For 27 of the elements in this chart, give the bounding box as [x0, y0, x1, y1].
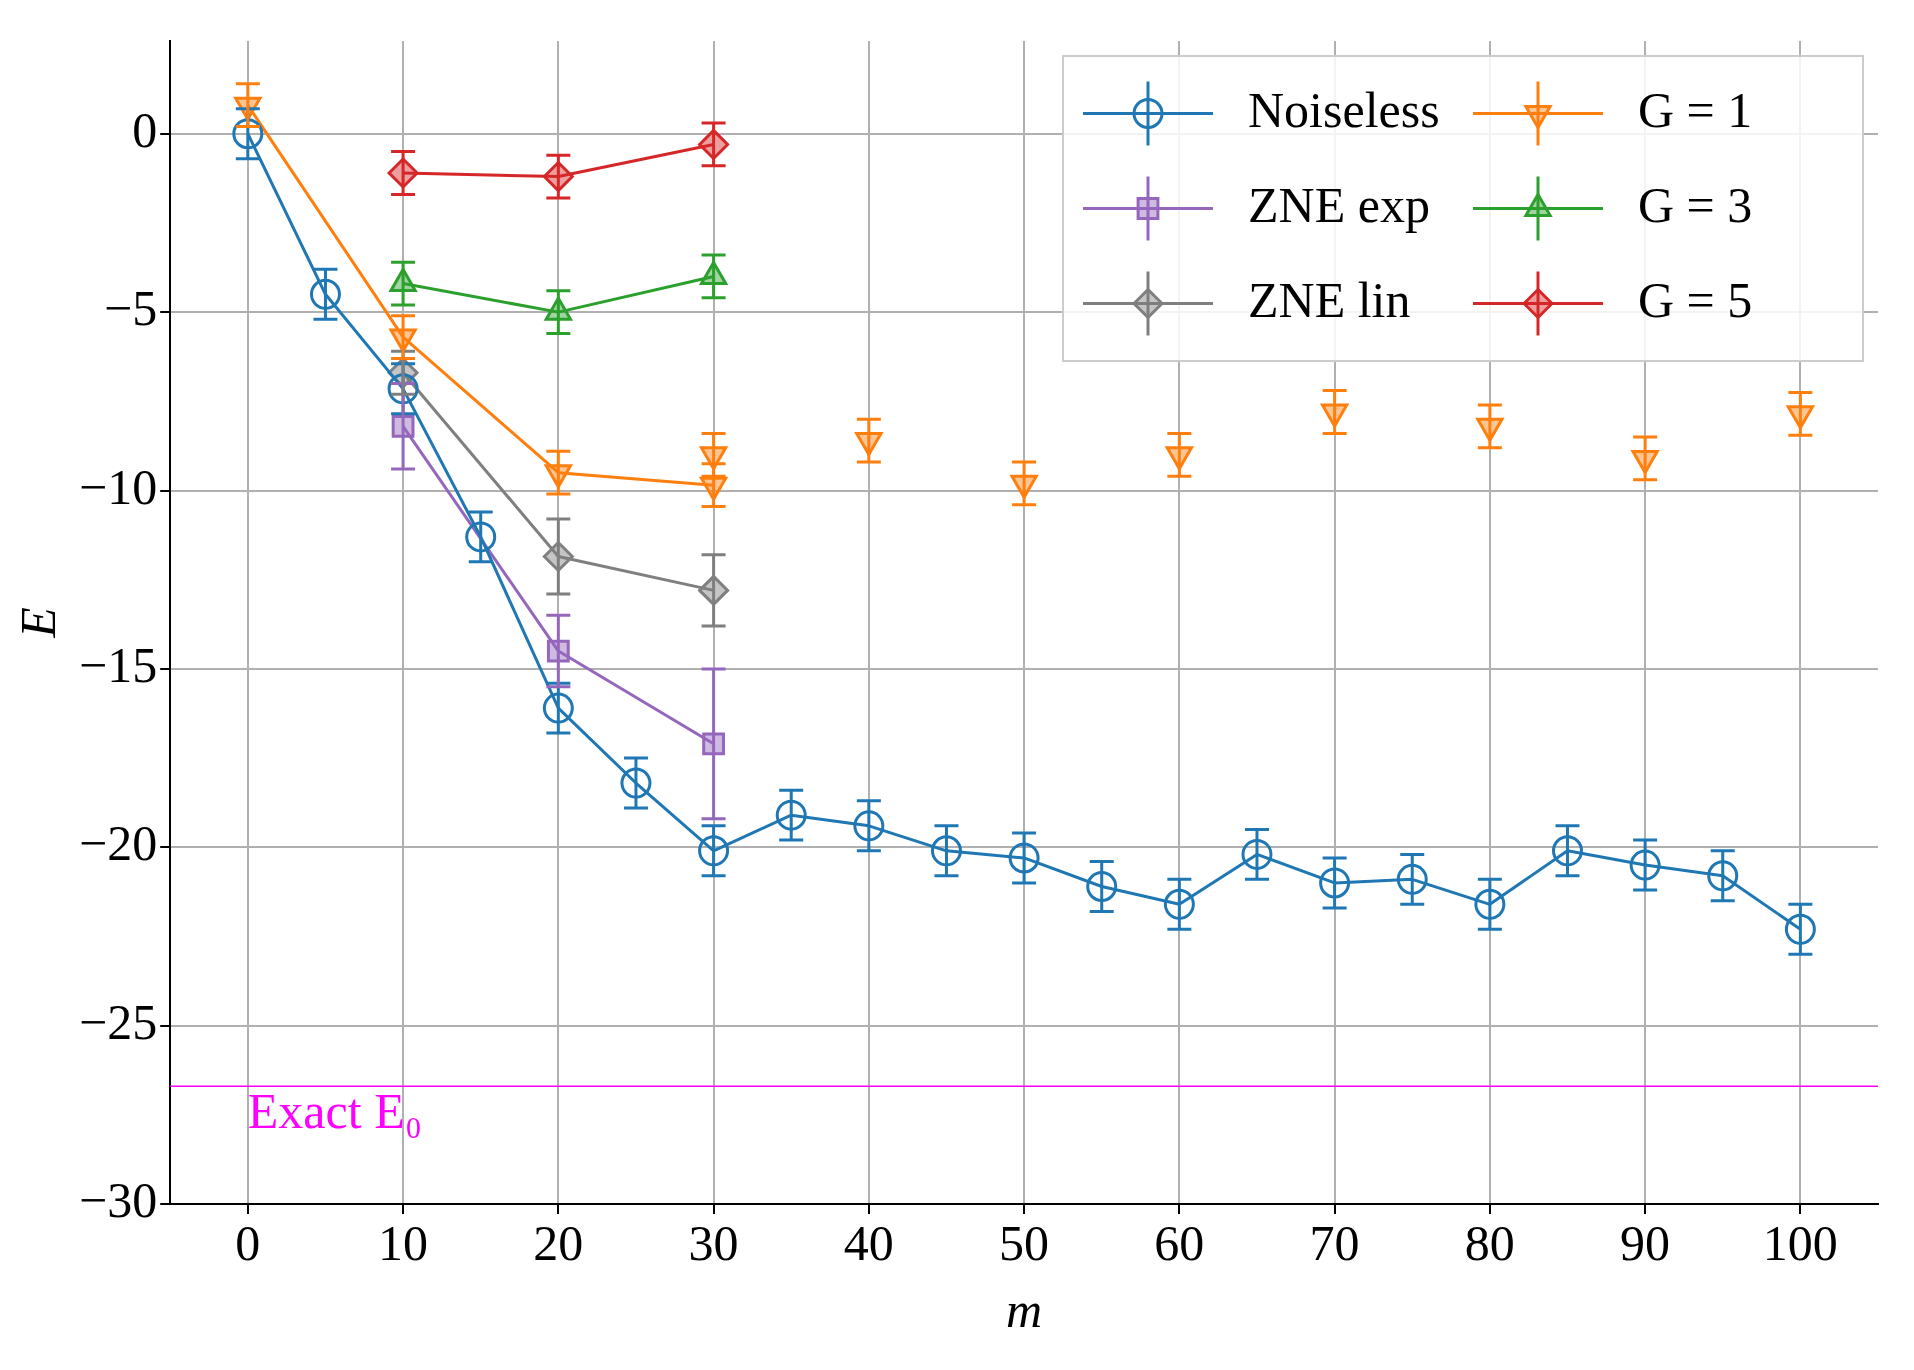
legend-label: ZNE lin: [1248, 271, 1411, 328]
y-tick-label: −5: [104, 280, 158, 337]
y-axis-title: E: [10, 607, 67, 639]
x-tick-label: 90: [1620, 1215, 1671, 1272]
legend-label: G = 5: [1638, 271, 1753, 328]
legend-label: G = 1: [1638, 81, 1753, 138]
x-tick-label: 30: [688, 1215, 739, 1272]
legend-label: G = 3: [1638, 176, 1753, 233]
legend-label: ZNE exp: [1248, 176, 1430, 233]
y-tick-label: 0: [132, 101, 158, 158]
x-tick-label: 0: [235, 1215, 261, 1272]
y-tick-label: −30: [79, 1172, 158, 1229]
ref-line-label: Exact E₀: [247, 1083, 423, 1140]
y-tick-label: −20: [79, 815, 158, 872]
x-tick-label: 100: [1762, 1215, 1838, 1272]
x-tick-label: 10: [378, 1215, 429, 1272]
x-axis-title: m: [1006, 1282, 1043, 1339]
x-tick-label: 60: [1154, 1215, 1205, 1272]
x-tick-label: 80: [1464, 1215, 1515, 1272]
y-tick-label: −15: [79, 637, 158, 693]
x-tick-label: 70: [1309, 1215, 1360, 1272]
x-tick-label: 40: [843, 1215, 894, 1272]
y-tick-label: −10: [79, 458, 158, 515]
legend-label: Noiseless: [1248, 81, 1440, 138]
y-tick-label: −25: [79, 993, 158, 1050]
x-tick-label: 50: [999, 1215, 1050, 1272]
x-tick-label: 20: [533, 1215, 584, 1272]
